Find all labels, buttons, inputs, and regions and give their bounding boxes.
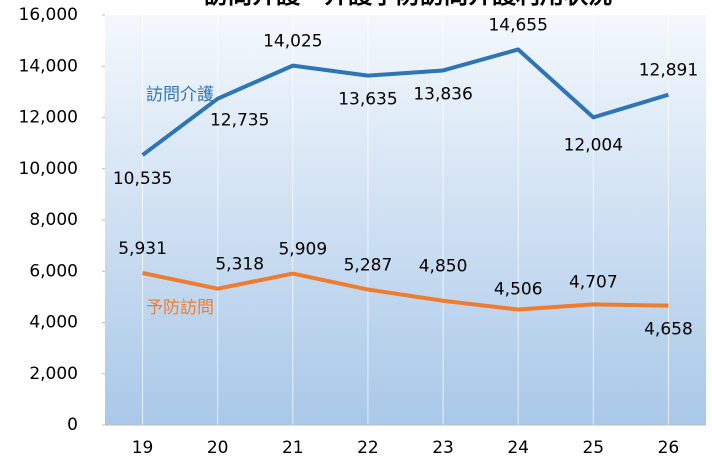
plot-area	[105, 15, 706, 425]
x-tick-label: 25	[582, 438, 604, 458]
y-tick-label: 4,000	[29, 313, 78, 333]
data-label: 4,707	[569, 272, 618, 292]
x-tick-label: 22	[357, 438, 379, 458]
data-label: 4,850	[419, 257, 468, 277]
data-label: 14,025	[263, 32, 322, 52]
data-label: 10,535	[113, 169, 172, 189]
data-label: 5,318	[215, 255, 264, 275]
x-tick-label: 21	[282, 438, 304, 458]
y-tick-label: 14,000	[19, 56, 78, 76]
data-label: 4,658	[644, 320, 693, 340]
data-label: 14,655	[488, 15, 547, 35]
series-name: 予防訪問	[146, 298, 214, 318]
data-label: 12,004	[564, 135, 623, 155]
x-tick-label: 20	[207, 438, 229, 458]
x-tick-label: 23	[432, 438, 454, 458]
data-label: 13,635	[338, 90, 397, 110]
data-label: 12,891	[639, 61, 698, 81]
y-tick-label: 10,000	[19, 159, 78, 179]
x-tick-label: 24	[507, 438, 529, 458]
data-label: 12,735	[210, 111, 269, 131]
y-tick-label: 6,000	[29, 261, 78, 281]
y-tick-label: 2,000	[29, 364, 78, 384]
data-label: 4,506	[494, 280, 543, 300]
y-tick-label: 0	[67, 415, 78, 435]
y-tick-label: 12,000	[19, 108, 78, 128]
data-label: 5,287	[344, 256, 393, 276]
x-tick-label: 19	[132, 438, 154, 458]
x-tick-label: 26	[658, 438, 680, 458]
series-line	[141, 47, 670, 157]
data-label: 5,909	[278, 240, 327, 260]
series-name: 訪問介護	[146, 85, 214, 105]
series-line	[142, 271, 669, 312]
data-label: 13,836	[413, 84, 472, 104]
data-label: 5,931	[118, 239, 167, 259]
y-tick-label: 16,000	[19, 5, 78, 25]
y-tick-label: 8,000	[29, 210, 78, 230]
chart-title: 訪問介護・介護予防訪問介護利用状況	[204, 0, 612, 9]
